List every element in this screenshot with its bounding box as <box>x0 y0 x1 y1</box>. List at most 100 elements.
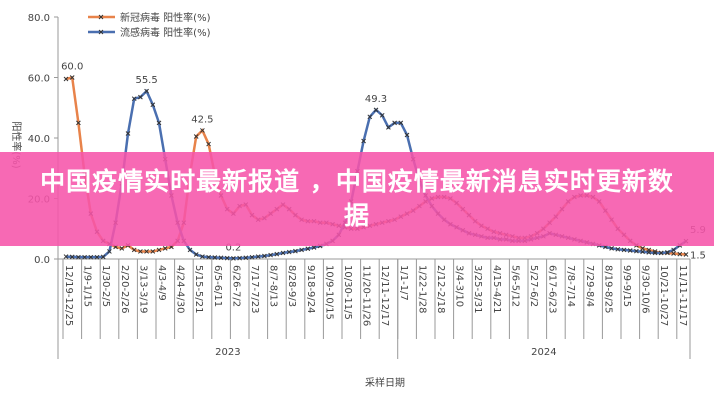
x-tick-label: 1/30-2/5 <box>100 265 111 307</box>
point-marker <box>206 254 211 260</box>
data-label: 55.5 <box>135 75 157 86</box>
point-marker <box>187 247 193 253</box>
point-marker <box>243 255 249 261</box>
x-tick-label: 7/17-7/23 <box>249 265 260 314</box>
point-marker <box>299 247 304 253</box>
point-marker <box>218 255 224 261</box>
point-marker <box>373 107 379 113</box>
point-marker <box>107 249 112 254</box>
point-marker <box>293 248 298 254</box>
point-marker <box>609 246 614 251</box>
point-marker <box>311 245 317 250</box>
point-marker <box>386 125 391 130</box>
point-marker <box>206 141 211 147</box>
x-tick-label: 10/30-11/5 <box>342 265 353 320</box>
point-marker <box>262 253 267 259</box>
point-marker <box>119 246 125 251</box>
data-label: 60.0 <box>61 62 83 73</box>
point-marker <box>138 249 143 254</box>
x-tick-label: 1/9-1/15 <box>82 265 93 307</box>
banner: 中国疫情实时最新报道 ，中国疫情最新消息实时更新数据 <box>0 152 714 246</box>
x-tick-label: 3/13-3/19 <box>137 265 148 314</box>
point-marker <box>367 114 373 120</box>
point-marker <box>150 102 156 108</box>
point-marker <box>144 88 149 94</box>
legend-label: 流感病毒 阳性率(%) <box>120 26 211 39</box>
point-marker <box>404 132 410 138</box>
point-marker <box>144 249 149 254</box>
x-tick-label: 7/29-8/4 <box>584 265 595 307</box>
point-marker <box>63 254 69 259</box>
point-marker <box>131 96 137 102</box>
point-marker <box>255 254 261 259</box>
point-marker <box>671 247 676 253</box>
data-label: 1.5 <box>690 250 706 261</box>
x-axis-label: 采样日期 <box>365 376 405 389</box>
point-marker <box>76 254 81 260</box>
x-tick-label: 3/4-3/10 <box>454 265 465 307</box>
point-marker <box>621 247 627 253</box>
x-tick-label: 11/11-11/17 <box>677 265 688 326</box>
point-marker <box>237 255 242 261</box>
legend-marker <box>98 29 104 35</box>
point-marker <box>640 249 645 255</box>
point-marker <box>162 246 168 251</box>
point-marker <box>131 247 137 253</box>
x-tick-label: 3/25-3/31 <box>472 265 483 314</box>
data-label: 42.5 <box>191 114 213 125</box>
point-marker <box>156 247 162 253</box>
point-marker <box>69 254 75 260</box>
y-tick-label: 80.0 <box>28 13 50 24</box>
point-marker <box>615 246 621 252</box>
point-marker <box>268 252 273 258</box>
point-marker <box>652 249 658 254</box>
x-tick-label: 2/12-2/18 <box>435 265 446 314</box>
legend-label: 新冠病毒 阳性率(%) <box>120 11 211 24</box>
point-marker <box>76 120 81 126</box>
y-tick-label: 60.0 <box>28 74 50 85</box>
x-tick-label: 1/1-1/7 <box>398 265 409 301</box>
point-marker <box>665 249 670 255</box>
x-tick-label: 1/22-1/28 <box>416 265 427 314</box>
x-tick-label: 6/17-6/23 <box>547 265 558 314</box>
x-tick-label: 5/15-5/21 <box>193 265 204 314</box>
point-marker <box>627 248 633 253</box>
point-marker <box>200 254 205 259</box>
point-marker <box>646 249 652 255</box>
point-marker <box>286 249 292 255</box>
point-marker <box>100 254 106 260</box>
x-tick-label: 8/28-9/3 <box>286 265 297 307</box>
x-tick-label: 5/27-6/2 <box>528 265 539 307</box>
x-tick-label: 6/26-7/2 <box>230 265 241 307</box>
point-marker <box>63 76 69 82</box>
group-label: 2024 <box>531 347 556 358</box>
x-tick-label: 8/19-8/25 <box>602 265 613 314</box>
x-tick-label: 5/6-5/12 <box>509 265 520 307</box>
point-marker <box>280 250 286 256</box>
x-tick-label: 10/21-10/27 <box>658 265 669 326</box>
x-tick-label: 4/3-4/9 <box>156 265 167 301</box>
point-marker <box>652 250 658 256</box>
point-marker <box>392 120 397 126</box>
x-tick-label: 9/18-9/24 <box>305 265 316 314</box>
point-marker <box>94 254 100 260</box>
point-marker <box>193 134 199 139</box>
data-label: 49.3 <box>365 94 387 105</box>
point-marker <box>88 254 94 260</box>
x-tick-label: 4/15-4/21 <box>491 265 502 314</box>
x-tick-label: 6/5-6/11 <box>212 265 223 307</box>
point-marker <box>677 251 683 257</box>
x-tick-label: 10/9-10/15 <box>323 265 334 320</box>
point-marker <box>69 75 75 80</box>
point-marker <box>683 252 689 257</box>
legend-marker <box>98 14 104 20</box>
banner-text: 中国疫情实时最新报道 ，中国疫情最新消息实时更新数据 <box>40 167 674 230</box>
point-marker <box>200 128 205 133</box>
group-label: 2023 <box>215 347 240 358</box>
point-marker <box>249 254 255 260</box>
point-marker <box>361 138 366 144</box>
point-marker <box>398 120 404 126</box>
point-marker <box>212 255 218 260</box>
x-tick-label: 9/9-9/15 <box>621 265 632 307</box>
